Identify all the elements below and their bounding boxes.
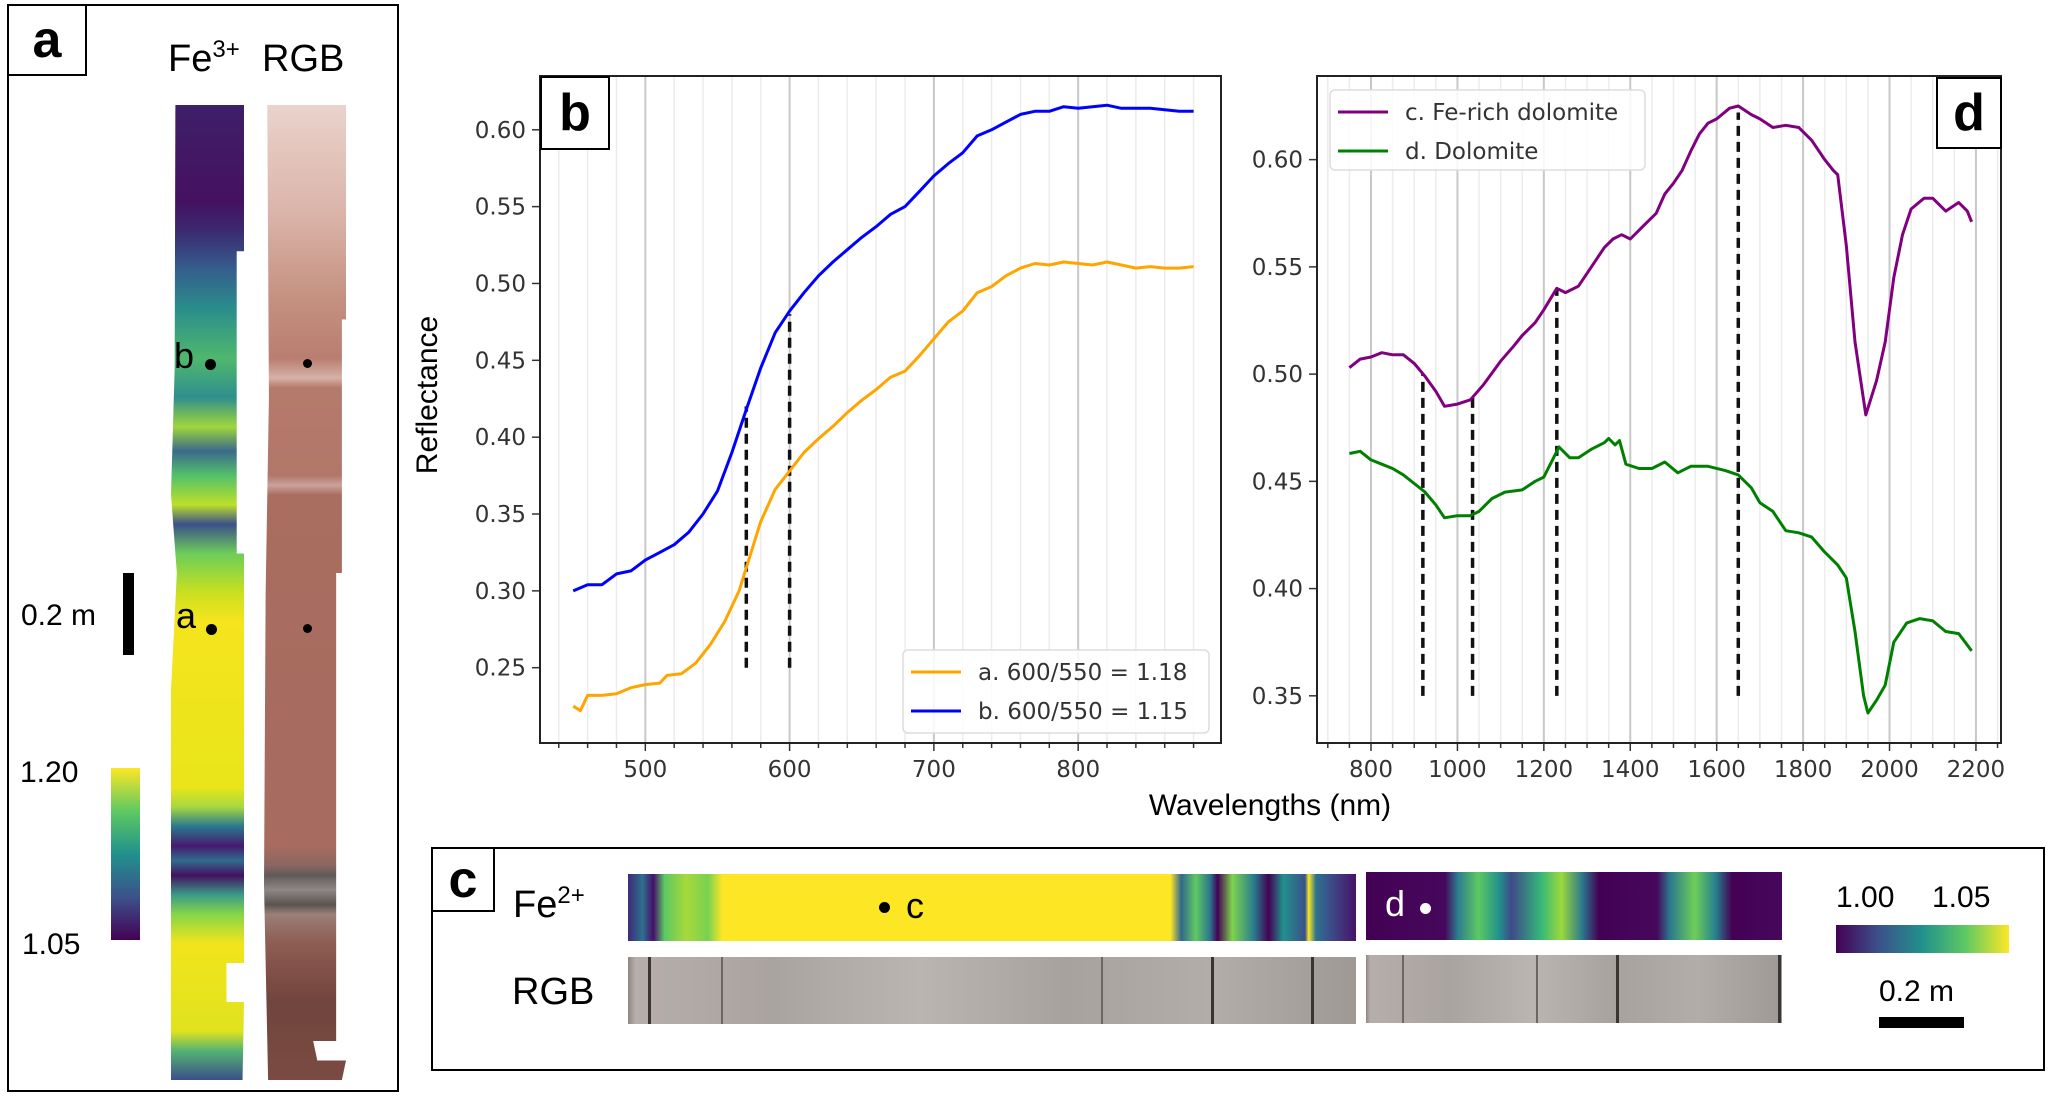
scale-bar-label-a: 0.2 m xyxy=(21,599,97,632)
sample-point-a xyxy=(206,624,217,635)
core-fracture xyxy=(1536,955,1538,1023)
chart-b: 500 600 700 800 0.25 0.30 0.35 0.40 0.45 0.50 0.55… xyxy=(475,75,1222,783)
colorbar-c xyxy=(1836,925,2009,953)
panel-c-frame xyxy=(431,847,2045,1071)
point-label-b: b xyxy=(174,335,195,376)
sample-point-b-rgb xyxy=(303,359,312,368)
legend-entry-label: c. Fe-rich dolomite xyxy=(1405,100,1618,126)
colorbar-c-min-label: 1.00 xyxy=(1836,881,1895,914)
y-tick-label: 0.35 xyxy=(1252,684,1303,710)
y-tick-label: 0.25 xyxy=(475,656,526,682)
fe2-ratio-core-image-1 xyxy=(628,874,1356,941)
x-tick-label: 500 xyxy=(623,757,667,783)
x-tick-label: 2000 xyxy=(1860,757,1919,783)
core-fracture xyxy=(648,957,651,1024)
y-tick-label: 0.50 xyxy=(1252,362,1303,388)
scale-bar-label-c: 0.2 m xyxy=(1879,975,1955,1008)
x-tick-label: 600 xyxy=(768,757,812,783)
legend-frame xyxy=(1329,89,1646,171)
x-tick-label: 1000 xyxy=(1428,757,1487,783)
sample-point-c xyxy=(879,902,890,913)
x-axis-label: Wavelengths (nm) xyxy=(1148,789,1392,822)
y-tick-label: 0.35 xyxy=(475,502,526,528)
y-tick-label: 0.45 xyxy=(1252,469,1303,495)
series-line-2 xyxy=(572,103,1194,593)
y-tick-label: 0.30 xyxy=(475,579,526,605)
x-tick-label: 1400 xyxy=(1601,757,1660,783)
panel-d-label: d xyxy=(1936,77,2002,149)
fe2-row-text: Fe xyxy=(513,884,558,926)
fe3-ratio-core-image xyxy=(171,105,244,1080)
rgb-row-label: RGB xyxy=(512,971,595,1013)
fe2-row-superscript: 2+ xyxy=(557,882,585,909)
panel-a-label: a xyxy=(7,4,87,76)
fe2-ratio-core-image-2 xyxy=(1366,872,1782,940)
panel-a-frame xyxy=(7,4,399,1092)
y-tick-label: 0.40 xyxy=(475,425,526,451)
rgb-title: RGB xyxy=(262,38,345,80)
legend: c. Fe-rich dolomite d. Dolomite xyxy=(1329,89,1646,171)
point-label-a: a xyxy=(176,595,197,636)
legend-entry-label: b. 600/550 = 1.15 xyxy=(978,699,1188,725)
rgb-core-image-1 xyxy=(628,957,1356,1024)
point-label-d: d xyxy=(1385,883,1406,924)
colorbar-a-min-label: 1.05 xyxy=(22,928,81,961)
sample-point-d xyxy=(1420,903,1431,914)
core-fracture xyxy=(1402,955,1404,1023)
core-fracture xyxy=(721,957,723,1024)
panel-c-label: c xyxy=(431,847,495,912)
core-fracture xyxy=(1211,957,1214,1024)
core-fracture xyxy=(1616,955,1619,1023)
y-tick-label: 0.55 xyxy=(475,195,526,221)
series-line-1 xyxy=(1348,104,1973,417)
point-label-c: c xyxy=(906,885,924,926)
scale-bar-c xyxy=(1879,1017,1964,1028)
fe3-title: Fe3+ xyxy=(168,38,240,80)
x-tick-label: 2200 xyxy=(1947,757,2006,783)
legend-frame xyxy=(902,649,1210,734)
sample-point-b xyxy=(205,359,216,370)
rgb-core-image xyxy=(264,105,346,1080)
colorbar-a xyxy=(111,768,140,940)
axes-frame xyxy=(539,75,1222,744)
series-line-2 xyxy=(1349,437,1973,715)
y-tick-label: 0.50 xyxy=(475,271,526,297)
panel-b-label: b xyxy=(540,76,610,150)
y-tick-label: 0.40 xyxy=(1252,577,1303,603)
core-fracture xyxy=(1311,957,1314,1024)
x-tick-label: 1200 xyxy=(1515,757,1574,783)
x-tick-label: 800 xyxy=(1349,757,1393,783)
x-tick-label: 800 xyxy=(1056,757,1100,783)
x-tick-label: 700 xyxy=(912,757,956,783)
y-tick-label: 0.55 xyxy=(1252,255,1303,281)
scale-bar-a xyxy=(123,573,134,655)
legend-entry-label: a. 600/550 = 1.18 xyxy=(978,660,1187,686)
chart-d: 800 1000 1200 1400 1600 1800 2000 2200 0.35 0.40 0… xyxy=(1252,75,2006,783)
sample-point-a-rgb xyxy=(303,624,312,633)
core-fracture xyxy=(1778,955,1781,1023)
axes-frame xyxy=(1316,75,2002,744)
legend: a. 600/550 = 1.18 b. 600/550 = 1.15 xyxy=(902,649,1210,734)
colorbar-a-max-label: 1.20 xyxy=(20,756,79,789)
y-tick-label: 0.60 xyxy=(1252,148,1303,174)
legend-entry-label: d. Dolomite xyxy=(1405,139,1538,165)
rgb-core-image-2 xyxy=(1366,955,1782,1023)
fe3-title-text: Fe xyxy=(168,38,213,80)
y-tick-label: 0.60 xyxy=(475,118,526,144)
series-line-1 xyxy=(572,260,1194,713)
x-tick-label: 1800 xyxy=(1774,757,1833,783)
fe3-title-superscript: 3+ xyxy=(212,36,240,63)
x-tick-label: 1600 xyxy=(1687,757,1746,783)
y-tick-label: 0.45 xyxy=(475,348,526,374)
core-fracture xyxy=(1101,957,1103,1024)
fe2-row-label: Fe2+ xyxy=(513,884,585,926)
colorbar-c-max-label: 1.05 xyxy=(1932,881,1991,914)
